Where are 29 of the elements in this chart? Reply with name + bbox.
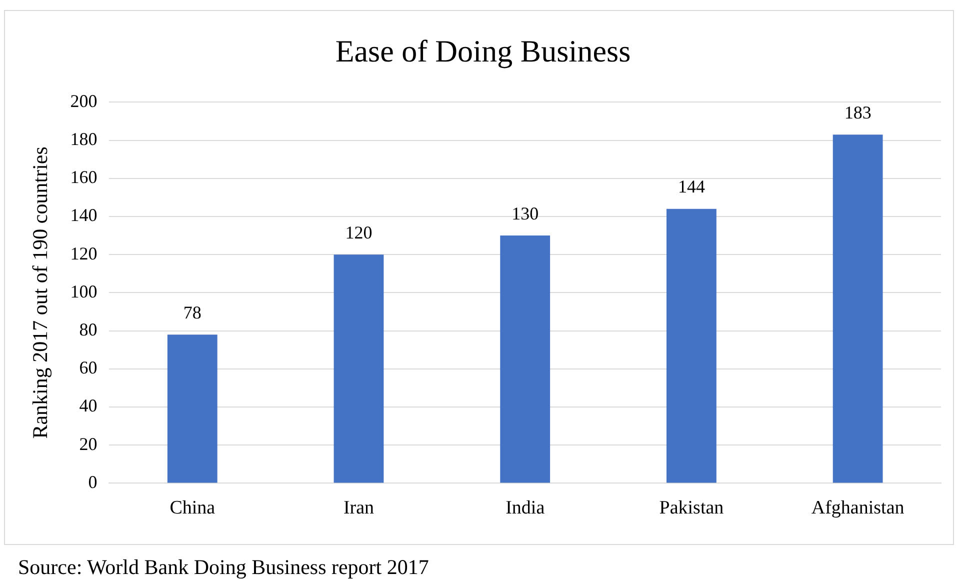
x-tick-label: Iran: [343, 498, 375, 519]
y-tick-label: 20: [79, 434, 98, 454]
bar: [167, 334, 218, 483]
y-tick-label: 140: [70, 205, 98, 226]
data-label: 144: [678, 176, 705, 197]
y-tick-label: 60: [79, 358, 98, 378]
y-tick-label: 160: [70, 167, 98, 188]
y-tick-label: 200: [70, 90, 98, 111]
bar: [500, 236, 550, 483]
y-tick-label: 40: [79, 396, 98, 416]
y-tick-label: 100: [70, 281, 98, 302]
data-label: 130: [512, 203, 539, 224]
y-tick-label: 0: [88, 472, 98, 492]
data-label: 120: [345, 222, 372, 242]
y-tick-label: 120: [70, 243, 98, 264]
x-tick-label: India: [506, 498, 546, 519]
y-axis-title: Ranking 2017 out of 190 countries: [28, 146, 52, 439]
bar: [832, 134, 883, 483]
bar: [334, 254, 384, 483]
x-tick-label: China: [170, 498, 216, 519]
y-tick-label: 180: [70, 129, 98, 150]
bar: [666, 208, 716, 483]
data-label: 78: [183, 302, 202, 322]
y-tick-label: 80: [79, 320, 98, 340]
data-label: 183: [844, 102, 872, 122]
chart-title: Ease of Doing Business: [335, 34, 631, 69]
source-note: Source: World Bank Doing Business report 2017: [18, 555, 429, 579]
x-tick-label: Pakistan: [659, 498, 724, 519]
x-tick-label: Afghanistan: [811, 498, 905, 519]
